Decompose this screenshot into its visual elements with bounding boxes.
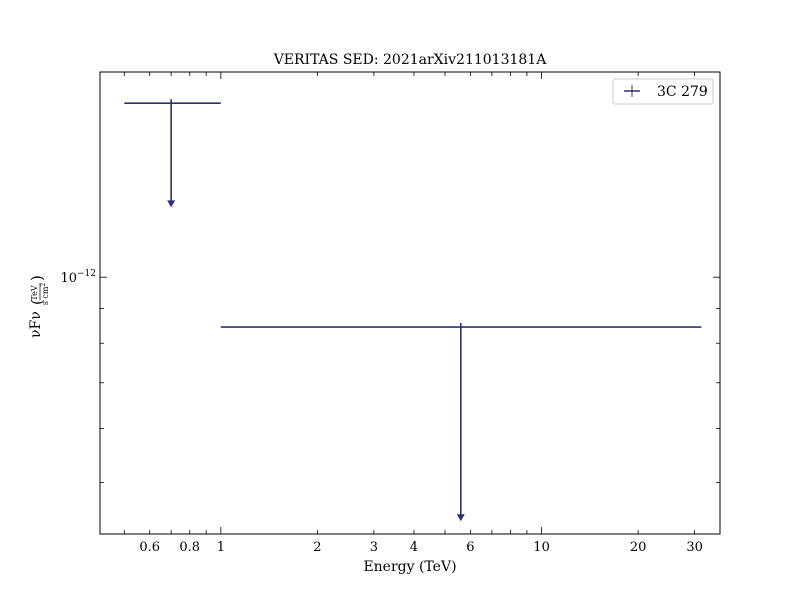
legend-label: 3C 279 [657,84,708,100]
upper-limit-arrow-head [456,514,465,522]
y-label-unit-exp: 2 [40,283,47,287]
x-tick-label: 10 [533,540,550,555]
y-tick-label: 10−12 [60,269,96,286]
data-series [124,99,702,522]
x-axis-ticks: 0.6 0.8 1 2 3 4 6 10 20 30 [123,72,703,555]
svg-text:(: ( [28,299,46,305]
y-axis-label: νFν ( TeV s cm2 ) [28,275,50,338]
plot-area [99,71,721,535]
svg-text:): ) [28,275,46,281]
chart-title: VERITAS SED: 2021arXiv211013181A [273,52,548,68]
legend: 3C 279 [612,78,714,105]
y-label-unit-denominator: s cm [41,286,50,305]
x-tick-label: 0.6 [139,540,160,555]
y-label-main: νFν [28,311,44,338]
upper-limit-arrow-head [167,200,176,208]
svg-text:s cm2: s cm2 [40,283,50,306]
x-tick-label: 3 [370,540,378,555]
upper-limit-point [124,99,221,208]
svg-text:νFν: νFν [28,311,44,338]
x-tick-label: 6 [466,540,474,555]
y-label-unit-numerator: TeV [30,285,39,300]
y-axis-ticks: 10−12 [60,71,720,483]
legend-box [612,78,714,105]
x-tick-label: 30 [686,540,703,555]
plot-border [99,71,721,535]
x-tick-label: 20 [630,540,647,555]
x-tick-label: 0.8 [179,540,200,555]
x-tick-label: 4 [410,540,418,555]
x-tick-label: 2 [313,540,321,555]
x-tick-label: 1 [217,540,225,555]
upper-limit-point [220,323,702,522]
x-axis-label: Energy (TeV) [363,559,456,575]
